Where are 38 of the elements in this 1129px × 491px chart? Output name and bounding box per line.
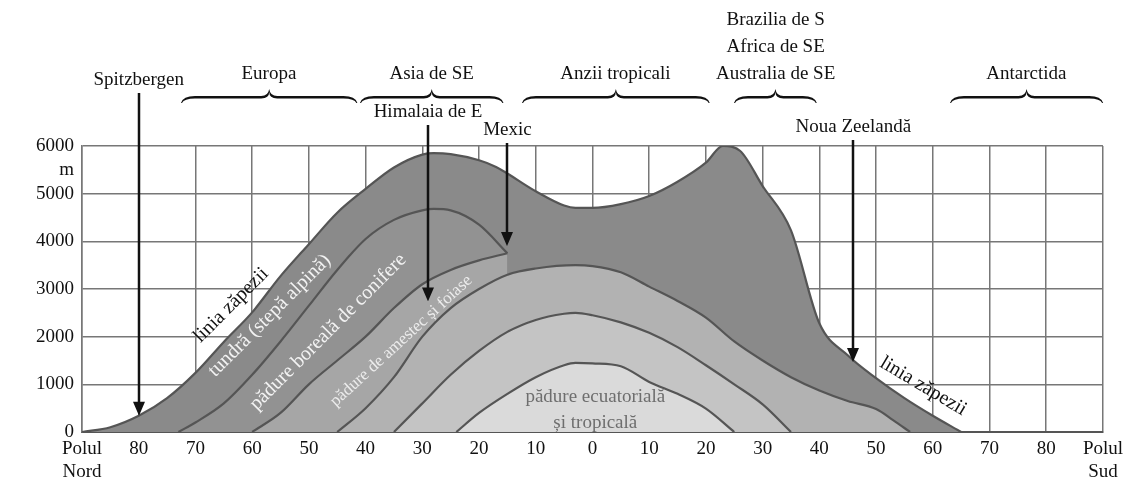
- x-tick-label: 50: [299, 437, 319, 459]
- annotation: și tropicală: [553, 410, 638, 432]
- y-tick-label: 3000: [36, 276, 74, 298]
- text: Mexic: [483, 117, 532, 139]
- x-tick-label: 70: [980, 437, 999, 459]
- y-tick-label: 5000: [36, 181, 74, 203]
- x-tick-label: 80: [1036, 437, 1056, 459]
- text: Africa de SE: [726, 34, 825, 56]
- text: Australia de SE: [716, 61, 836, 83]
- text: Europa: [241, 61, 297, 83]
- x-tick-label: 60: [923, 437, 943, 459]
- text: Brazilia de S: [726, 7, 825, 29]
- x-tick-label: 20: [469, 437, 489, 459]
- x-tick-label: 80: [129, 437, 149, 459]
- x-tick-label: Polul Sud: [1082, 437, 1123, 482]
- x-tick-label: 30: [753, 437, 773, 459]
- x-tick-label: 0: [587, 437, 598, 459]
- text: Antarctida: [986, 61, 1068, 83]
- x-tick-label: 40: [809, 437, 829, 459]
- text: Spitzbergen: [93, 67, 185, 89]
- text: Anzii tropicali: [560, 61, 671, 83]
- x-tick-label: 10: [639, 437, 659, 459]
- x-tick-label: 20: [696, 437, 716, 459]
- text: Asia de SE: [389, 61, 474, 83]
- y-tick-label: 4000: [36, 229, 74, 251]
- y-tick-label: 1000: [36, 372, 74, 394]
- x-tick-label: 30: [412, 437, 432, 459]
- x-tick-label: 60: [242, 437, 262, 459]
- text: Noua Zeelandă: [795, 114, 912, 136]
- x-tick-label: 50: [866, 437, 886, 459]
- x-tick-label: 40: [356, 437, 376, 459]
- x-tick-label: 10: [526, 437, 546, 459]
- x-tick-label: 70: [185, 437, 205, 459]
- y-axis-title: m: [59, 157, 75, 179]
- y-tick-label: 6000: [36, 133, 74, 155]
- annotation: pădure ecuatorială: [525, 385, 666, 407]
- y-tick-label: 2000: [36, 324, 74, 346]
- text: Himalaia de E: [373, 99, 483, 121]
